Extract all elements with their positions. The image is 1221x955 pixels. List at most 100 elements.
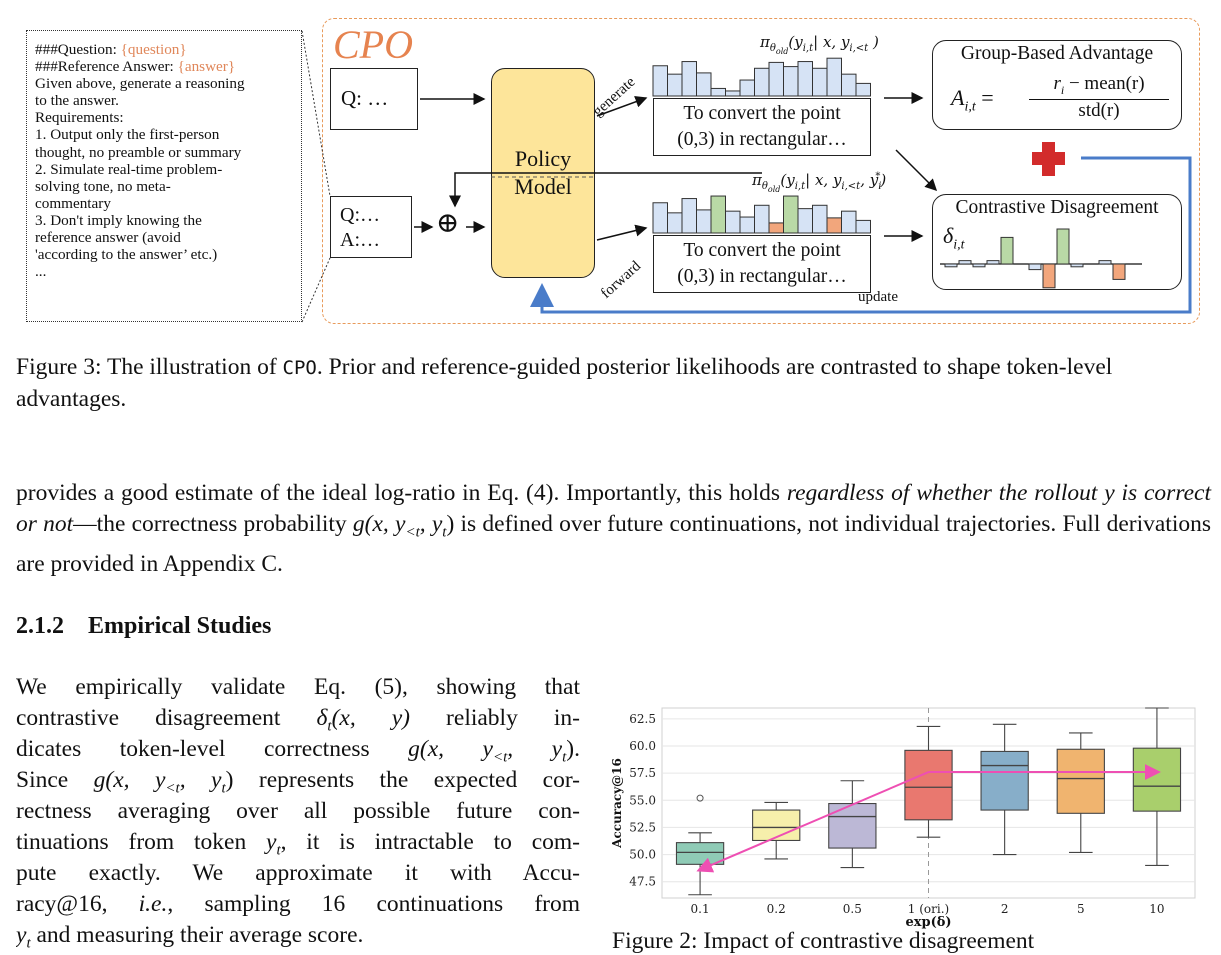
- posterior-rollout-text-box: To convert the point (0,3) in rectangular…: [653, 235, 871, 293]
- iqr-box: [1132, 747, 1182, 812]
- prior-bar: [739, 79, 755, 97]
- cd-bar: [1000, 236, 1014, 265]
- gba-fraction: ri − mean(r) std(r): [1029, 73, 1169, 122]
- para2-line-4: Since g(x, y<t, yt) represents the expec…: [16, 767, 580, 796]
- posterior-bar: [696, 209, 712, 234]
- para2-line-5: rectness averaging over all possible fut…: [16, 798, 580, 824]
- prior-bar: [797, 61, 813, 97]
- prior-bar: [855, 82, 871, 97]
- posterior-bar: [812, 204, 828, 234]
- y-tick-label: 57.5: [629, 766, 656, 780]
- posterior-bar: [739, 216, 755, 234]
- para2-line-3: dicates token-level correctness g(x, y<t…: [16, 736, 580, 765]
- posterior-bar: [754, 204, 770, 234]
- box-5: [1056, 732, 1105, 853]
- prompt-line: 1. Output only the first-person: [35, 126, 220, 144]
- posterior-bar: [652, 202, 668, 234]
- prior-bar: [826, 57, 842, 97]
- posterior-bar: [710, 195, 726, 234]
- cd-bar: [1028, 263, 1042, 271]
- outlier-point: [696, 794, 704, 802]
- y-tick-label: 60.0: [629, 739, 656, 753]
- prompt-line: 2. Simulate real-time problem-: [35, 160, 223, 178]
- prompt-line: commentary: [35, 194, 111, 212]
- para2-line-2: contrastive disagreement δt(x, y) reliab…: [16, 705, 580, 734]
- oplus-symbol: ⊕: [436, 208, 460, 239]
- iqr-box: [904, 749, 953, 821]
- y-tick-label: 50.0: [629, 848, 656, 862]
- figure-2-caption: Figure 2: Impact of contrastive disagree…: [612, 928, 1035, 954]
- cd-title: Contrastive Disagreement: [955, 197, 1159, 218]
- x-tick-label: 0.1: [691, 902, 710, 916]
- x-tick-label: 0.2: [767, 902, 786, 916]
- cd-bar: [944, 263, 958, 268]
- update-label: update: [858, 289, 898, 305]
- prompt-line: 'according to the answer’ etc.): [35, 246, 218, 264]
- section-heading: 2.1.2 Empirical Studies: [16, 613, 272, 639]
- cd-bar: [1112, 263, 1126, 280]
- iqr-box: [828, 802, 877, 849]
- figure-3: ###Question: {question} ###Reference Answ…: [0, 0, 1221, 340]
- prior-likelihood-bars: [652, 57, 871, 97]
- posterior-likelihood-bars: [652, 195, 871, 234]
- posterior-bar: [783, 195, 799, 234]
- prompt-line: 3. Don't imply knowing the: [35, 211, 202, 229]
- iqr-box: [752, 809, 801, 842]
- posterior-bar: [681, 198, 697, 234]
- x-tick-label: 0.5: [843, 902, 862, 916]
- prompt-line: thought, no preamble or summary: [35, 143, 242, 161]
- posterior-bar: [797, 208, 813, 234]
- accuracy-boxplot: 47.5 50.0 52.5 55.0 57.5 60.0 62.5 0.1 0.2 0.5 1 (…: [610, 707, 1196, 930]
- y-tick-label: 62.5: [629, 712, 656, 726]
- prior-bar: [783, 66, 799, 97]
- para2-line-1: We empirically validate Eq. (5), showing…: [16, 674, 580, 700]
- prompt-line: Requirements:: [35, 109, 124, 127]
- y-axis-label: Accuracy@16: [610, 758, 624, 849]
- policy-model-line1: Policy: [514, 146, 572, 171]
- prompt-line: to the answer.: [35, 92, 119, 110]
- box-2: [980, 723, 1029, 856]
- contrastive-disagreement-box: Contrastive Disagreement δi,t: [932, 194, 1182, 290]
- cd-bar: [986, 260, 1000, 265]
- cpo-title: CPO: [333, 22, 413, 67]
- prompt-line: ###Question: {question}: [35, 41, 187, 58]
- prompt-line: ...: [35, 263, 47, 281]
- prior-bar: [841, 73, 857, 97]
- cd-bar: [1042, 263, 1056, 289]
- y-tick-label: 52.5: [629, 820, 656, 834]
- iqr-box: [980, 750, 1029, 811]
- figure3-connectors: [301, 30, 1192, 323]
- posterior-bar: [725, 210, 741, 234]
- prompt-template-box: ###Question: {question} ###Reference Answ…: [26, 30, 302, 322]
- box-0.2: [752, 801, 801, 860]
- trend-arrow: [696, 771, 929, 873]
- cd-delta: δi,t: [943, 223, 965, 253]
- x-tick-label: 10: [1149, 902, 1164, 916]
- para2-line-8: racy@16, i.e., sampling 16 continuations…: [16, 891, 580, 917]
- x-tick-label: 2: [1001, 902, 1009, 916]
- question-answer-box: Q:… A:…: [330, 196, 412, 258]
- para2-line-7: pute exactly. We approximate it with Acc…: [16, 860, 580, 886]
- qa-answer: A:…: [340, 229, 380, 251]
- prior-bar: [667, 73, 683, 97]
- posterior-bar: [841, 210, 857, 234]
- prior-formula: πθold(yi,t| x, yi,<t ): [760, 33, 879, 56]
- prior-bar: [681, 61, 697, 97]
- posterior-formula: πθold(yi,t| x, yi,<t, yi*): [752, 171, 887, 194]
- para2-line-9: yt and measuring their average score.: [16, 922, 364, 951]
- group-based-advantage-box: Group-Based Advantage Ai,t = ri − mean(r…: [932, 40, 1182, 130]
- prior-bar: [812, 67, 828, 97]
- prior-bar: [652, 65, 668, 97]
- cd-bar: [1098, 260, 1112, 265]
- policy-model-line2: Model: [514, 174, 572, 199]
- figure-3-caption: Figure 3: The illustration of CPO. Prior…: [16, 354, 1113, 412]
- paragraph-2: We empirically validate Eq. (5), showing…: [16, 672, 580, 951]
- posterior-bar: [768, 222, 784, 234]
- contrastive-disagreement-bars: [940, 228, 1142, 289]
- iqr-box: [1056, 748, 1105, 814]
- cpo-frame: [322, 18, 1200, 324]
- prior-bar: [754, 67, 770, 97]
- cd-bar: [972, 263, 986, 268]
- x-axis-label: exp(δ): [905, 915, 951, 930]
- qa-question: Q:…: [340, 204, 380, 226]
